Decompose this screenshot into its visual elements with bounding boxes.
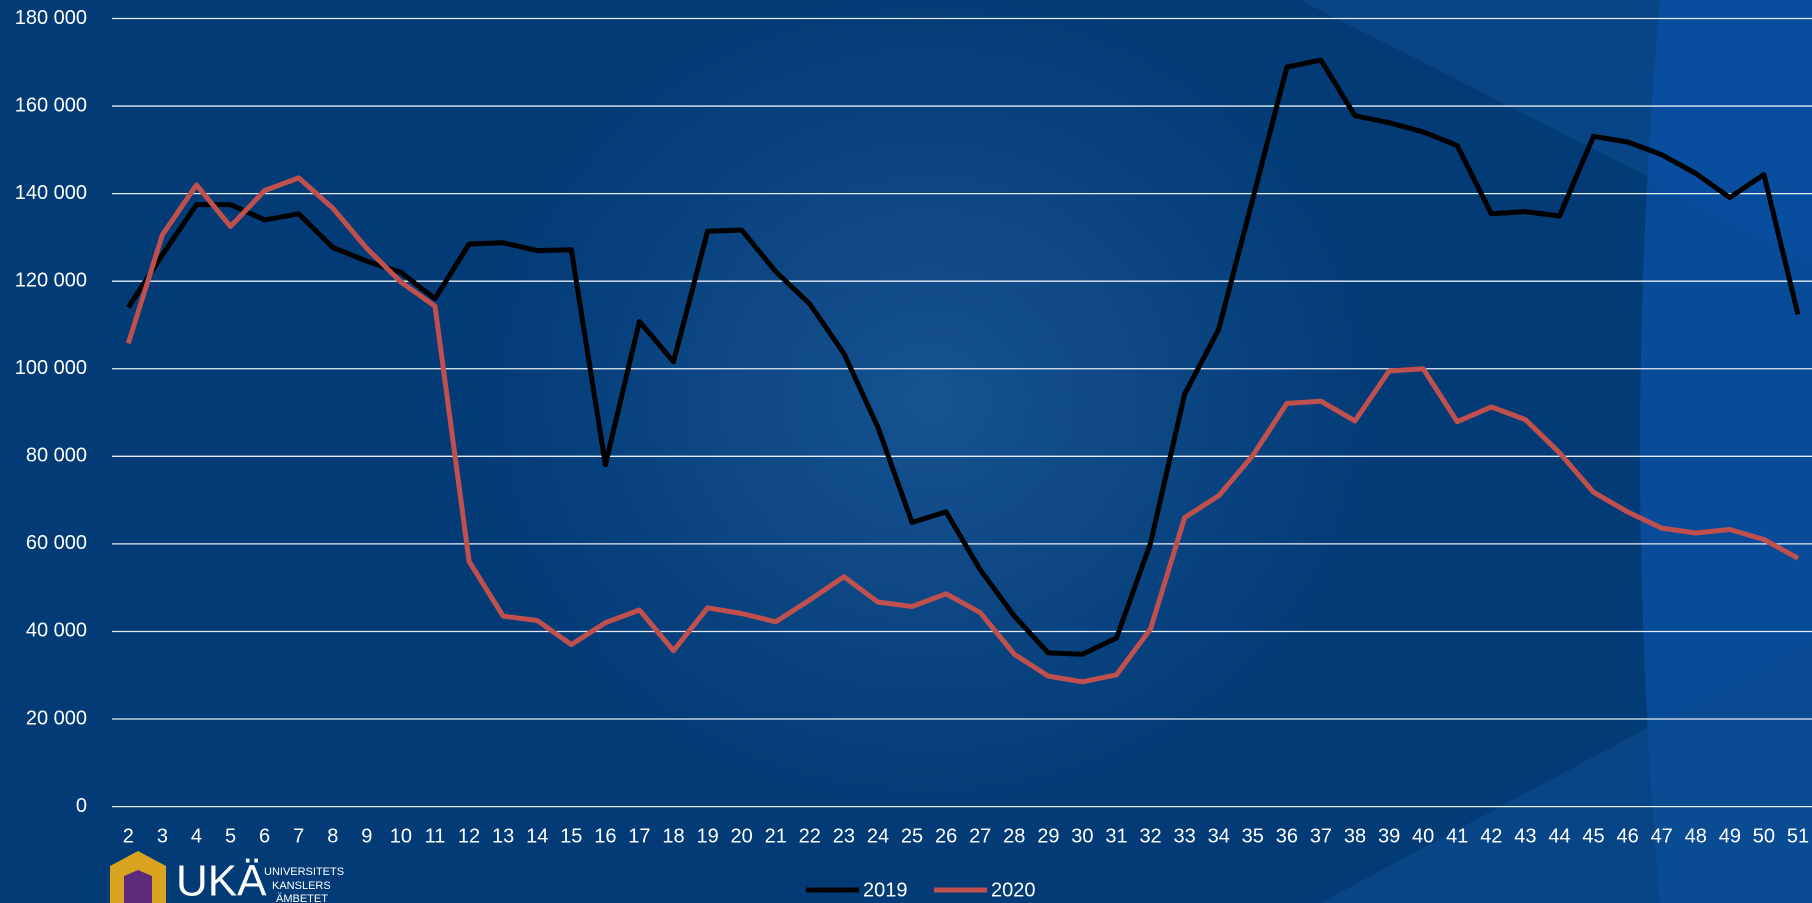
- x-tick-label: 2: [123, 825, 134, 847]
- x-tick-label: 33: [1174, 825, 1196, 847]
- x-tick-label: 34: [1208, 825, 1230, 847]
- x-tick-label: 28: [1003, 825, 1025, 847]
- y-tick-label: 120 000: [15, 269, 87, 291]
- x-tick-label: 12: [458, 825, 480, 847]
- x-tick-label: 10: [390, 825, 412, 847]
- x-tick-label: 13: [492, 825, 514, 847]
- y-tick-label: 180 000: [15, 7, 87, 29]
- legend-label: 2019: [863, 879, 908, 901]
- x-tick-label: 46: [1616, 825, 1638, 847]
- x-tick-label: 39: [1378, 825, 1400, 847]
- x-tick-label: 20: [731, 825, 753, 847]
- x-tick-label: 16: [594, 825, 616, 847]
- x-tick-label: 8: [327, 825, 338, 847]
- y-tick-label: 40 000: [26, 620, 87, 642]
- x-tick-label: 6: [259, 825, 270, 847]
- x-tick-label: 40: [1412, 825, 1434, 847]
- background-decoration: [470, 0, 1390, 820]
- x-tick-label: 48: [1685, 825, 1707, 847]
- x-tick-label: 24: [867, 825, 889, 847]
- x-tick-label: 35: [1242, 825, 1264, 847]
- x-tick-label: 27: [969, 825, 991, 847]
- x-tick-label: 19: [696, 825, 718, 847]
- legend-label: 2020: [991, 879, 1036, 901]
- x-tick-label: 18: [662, 825, 684, 847]
- x-tick-label: 9: [361, 825, 372, 847]
- x-tick-label: 7: [293, 825, 304, 847]
- x-tick-label: 29: [1037, 825, 1059, 847]
- logo: UKÄ UNIVERSITETS KANSLERS ÄMBETET: [110, 851, 344, 903]
- x-tick-label: 5: [225, 825, 236, 847]
- x-tick-label: 4: [191, 825, 202, 847]
- x-tick-label: 42: [1480, 825, 1502, 847]
- x-tick-label: 51: [1787, 825, 1809, 847]
- x-tick-label: 32: [1139, 825, 1161, 847]
- x-tick-label: 30: [1071, 825, 1093, 847]
- logo-line: UNIVERSITETS: [264, 866, 344, 878]
- x-tick-label: 14: [526, 825, 548, 847]
- x-tick-label: 36: [1276, 825, 1298, 847]
- y-tick-label: 0: [76, 795, 87, 817]
- x-tick-label: 44: [1548, 825, 1570, 847]
- series-line: [126, 57, 1801, 657]
- logo-name: UKÄ: [176, 857, 267, 903]
- x-tick-label: 22: [799, 825, 821, 847]
- x-tick-label: 50: [1753, 825, 1775, 847]
- y-tick-label: 160 000: [15, 94, 87, 116]
- x-tick-label: 43: [1514, 825, 1536, 847]
- x-tick-label: 23: [833, 825, 855, 847]
- x-tick-label: 17: [628, 825, 650, 847]
- x-tick-label: 26: [935, 825, 957, 847]
- logo-line: ÄMBETET: [276, 893, 328, 903]
- y-tick-label: 140 000: [15, 182, 87, 204]
- background-decoration: [1320, 640, 1812, 903]
- x-tick-label: 47: [1651, 825, 1673, 847]
- x-tick-label: 3: [157, 825, 168, 847]
- x-tick-label: 41: [1446, 825, 1468, 847]
- y-tick-label: 20 000: [26, 707, 87, 729]
- x-tick-label: 25: [901, 825, 923, 847]
- x-tick-label: 38: [1344, 825, 1366, 847]
- x-tick-label: 15: [560, 825, 582, 847]
- x-tick-label: 37: [1310, 825, 1332, 847]
- x-tick-label: 21: [765, 825, 787, 847]
- x-tick-label: 11: [425, 825, 446, 847]
- legend: 2019 2020: [806, 879, 1036, 901]
- x-tick-label: 31: [1105, 825, 1127, 847]
- plot-area: 0 20 000 40 000 60 000 80 000 100 000 120 000 1…: [15, 7, 1812, 847]
- y-tick-label: 80 000: [26, 445, 87, 467]
- y-tick-label: 60 000: [26, 532, 87, 554]
- series-line: [125, 175, 1800, 685]
- y-tick-label: 100 000: [15, 357, 87, 379]
- logo-mark: [124, 870, 152, 903]
- x-tick-label: 49: [1719, 825, 1741, 847]
- logo-line: KANSLERS: [272, 880, 331, 892]
- x-tick-label: 45: [1582, 825, 1604, 847]
